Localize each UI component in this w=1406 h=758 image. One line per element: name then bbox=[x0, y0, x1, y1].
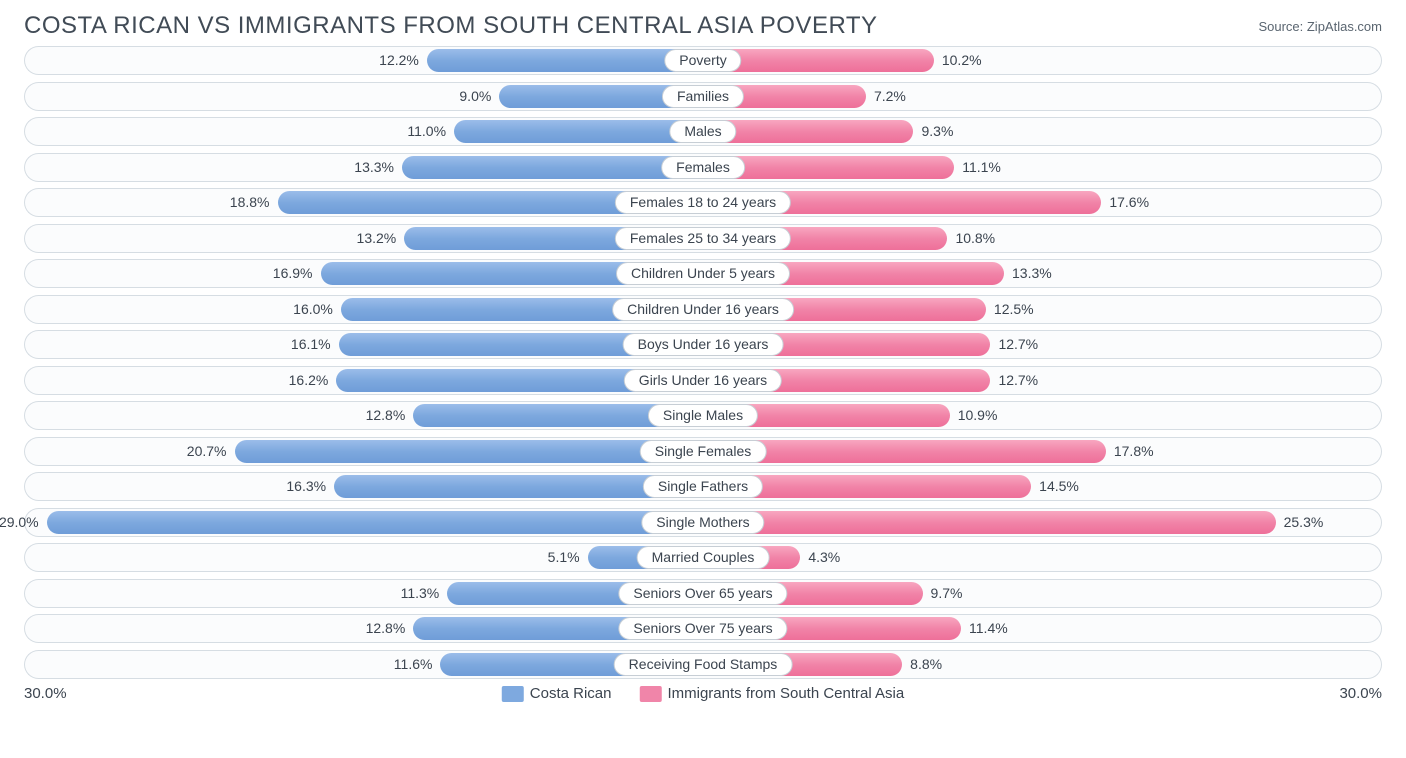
value-right: 4.3% bbox=[808, 543, 840, 572]
value-right: 17.8% bbox=[1114, 437, 1154, 466]
header: COSTA RICAN VS IMMIGRANTS FROM SOUTH CEN… bbox=[0, 0, 1406, 46]
chart-row: 16.2% 12.7% Girls Under 16 years bbox=[24, 366, 1382, 395]
chart-row: 12.8% 11.4% Seniors Over 75 years bbox=[24, 614, 1382, 643]
source-link[interactable]: ZipAtlas.com bbox=[1307, 19, 1382, 34]
value-right: 10.8% bbox=[955, 224, 995, 253]
chart-row: 18.8% 17.6% Females 18 to 24 years bbox=[24, 188, 1382, 217]
value-left: 11.6% bbox=[394, 650, 433, 679]
value-right: 9.3% bbox=[921, 117, 953, 146]
value-right: 10.9% bbox=[958, 401, 998, 430]
value-left: 16.1% bbox=[291, 330, 331, 359]
value-left: 16.9% bbox=[273, 259, 313, 288]
chart-row: 16.3% 14.5% Single Fathers bbox=[24, 472, 1382, 501]
category-label: Receiving Food Stamps bbox=[614, 653, 793, 676]
value-right: 12.5% bbox=[994, 295, 1034, 324]
chart-row: 11.6% 8.8% Receiving Food Stamps bbox=[24, 650, 1382, 679]
chart-row: 11.3% 9.7% Seniors Over 65 years bbox=[24, 579, 1382, 608]
value-left: 11.3% bbox=[401, 579, 440, 608]
value-right: 25.3% bbox=[1284, 508, 1324, 537]
bar-left bbox=[47, 511, 703, 534]
category-label: Boys Under 16 years bbox=[623, 333, 784, 356]
value-left: 11.0% bbox=[407, 117, 446, 146]
category-label: Married Couples bbox=[637, 546, 770, 569]
chart-row: 9.0% 7.2% Families bbox=[24, 82, 1382, 111]
chart-row: 16.1% 12.7% Boys Under 16 years bbox=[24, 330, 1382, 359]
chart-row: 16.9% 13.3% Children Under 5 years bbox=[24, 259, 1382, 288]
chart-row: 12.2% 10.2% Poverty bbox=[24, 46, 1382, 75]
category-label: Families bbox=[662, 85, 744, 108]
category-label: Girls Under 16 years bbox=[624, 369, 782, 392]
axis-max-left: 30.0% bbox=[24, 685, 67, 702]
bar-left bbox=[402, 156, 703, 179]
chart-footer: 30.0% Costa Rican Immigrants from South … bbox=[24, 685, 1382, 717]
value-left: 12.2% bbox=[379, 46, 419, 75]
value-left: 5.1% bbox=[548, 543, 580, 572]
chart-row: 5.1% 4.3% Married Couples bbox=[24, 543, 1382, 572]
value-left: 13.2% bbox=[357, 224, 397, 253]
category-label: Females 18 to 24 years bbox=[615, 191, 791, 214]
value-left: 13.3% bbox=[354, 153, 394, 182]
category-label: Poverty bbox=[664, 49, 741, 72]
chart-row: 29.0%25.3%Single Mothers bbox=[24, 508, 1382, 537]
category-label: Females 25 to 34 years bbox=[615, 227, 791, 250]
value-left: 16.3% bbox=[286, 472, 326, 501]
value-right: 13.3% bbox=[1012, 259, 1052, 288]
category-label: Single Fathers bbox=[643, 475, 763, 498]
legend-label-right: Immigrants from South Central Asia bbox=[667, 685, 904, 702]
chart-row: 16.0% 12.5% Children Under 16 years bbox=[24, 295, 1382, 324]
legend-item-right: Immigrants from South Central Asia bbox=[639, 685, 904, 702]
chart-area: 12.2% 10.2% Poverty 9.0% 7.2% Families 11.0% 9.… bbox=[0, 46, 1406, 679]
chart-row: 12.8% 10.9% Single Males bbox=[24, 401, 1382, 430]
value-right: 14.5% bbox=[1039, 472, 1079, 501]
value-right: 8.8% bbox=[910, 650, 942, 679]
value-right: 12.7% bbox=[998, 330, 1038, 359]
value-right: 9.7% bbox=[931, 579, 963, 608]
value-left: 9.0% bbox=[459, 82, 491, 111]
chart-row: 11.0% 9.3% Males bbox=[24, 117, 1382, 146]
bar-left bbox=[454, 120, 703, 143]
value-right: 10.2% bbox=[942, 46, 982, 75]
chart-row: 13.3% 11.1% Females bbox=[24, 153, 1382, 182]
chart-row: 13.2% 10.8% Females 25 to 34 years bbox=[24, 224, 1382, 253]
value-right: 7.2% bbox=[874, 82, 906, 111]
legend-swatch-left bbox=[502, 686, 524, 702]
category-label: Seniors Over 65 years bbox=[618, 582, 787, 605]
category-label: Children Under 16 years bbox=[612, 298, 794, 321]
value-right: 11.4% bbox=[969, 614, 1008, 643]
category-label: Single Mothers bbox=[641, 511, 764, 534]
value-left: 18.8% bbox=[230, 188, 270, 217]
value-left: 16.0% bbox=[293, 295, 333, 324]
category-label: Seniors Over 75 years bbox=[618, 617, 787, 640]
value-right: 12.7% bbox=[998, 366, 1038, 395]
value-left: 16.2% bbox=[289, 366, 329, 395]
axis-max-right: 30.0% bbox=[1339, 685, 1382, 702]
track-right bbox=[703, 543, 1382, 572]
value-right: 11.1% bbox=[962, 153, 1001, 182]
category-label: Females bbox=[661, 156, 745, 179]
legend: Costa Rican Immigrants from South Centra… bbox=[502, 685, 904, 702]
value-left: 29.0% bbox=[0, 508, 39, 537]
chart-row: 20.7% 17.8% Single Females bbox=[24, 437, 1382, 466]
category-label: Single Males bbox=[648, 404, 758, 427]
legend-label-left: Costa Rican bbox=[530, 685, 612, 702]
bar-left bbox=[427, 49, 703, 72]
value-left: 12.8% bbox=[366, 614, 406, 643]
bar-right bbox=[703, 511, 1276, 534]
source-prefix: Source: bbox=[1258, 19, 1306, 34]
legend-swatch-right bbox=[639, 686, 661, 702]
value-left: 20.7% bbox=[187, 437, 227, 466]
category-label: Single Females bbox=[640, 440, 767, 463]
bar-left bbox=[235, 440, 704, 463]
category-label: Children Under 5 years bbox=[616, 262, 790, 285]
chart-title: COSTA RICAN VS IMMIGRANTS FROM SOUTH CEN… bbox=[24, 12, 878, 40]
value-right: 17.6% bbox=[1109, 188, 1149, 217]
category-label: Males bbox=[669, 120, 736, 143]
legend-item-left: Costa Rican bbox=[502, 685, 612, 702]
source-attribution: Source: ZipAtlas.com bbox=[1258, 19, 1382, 34]
value-left: 12.8% bbox=[366, 401, 406, 430]
